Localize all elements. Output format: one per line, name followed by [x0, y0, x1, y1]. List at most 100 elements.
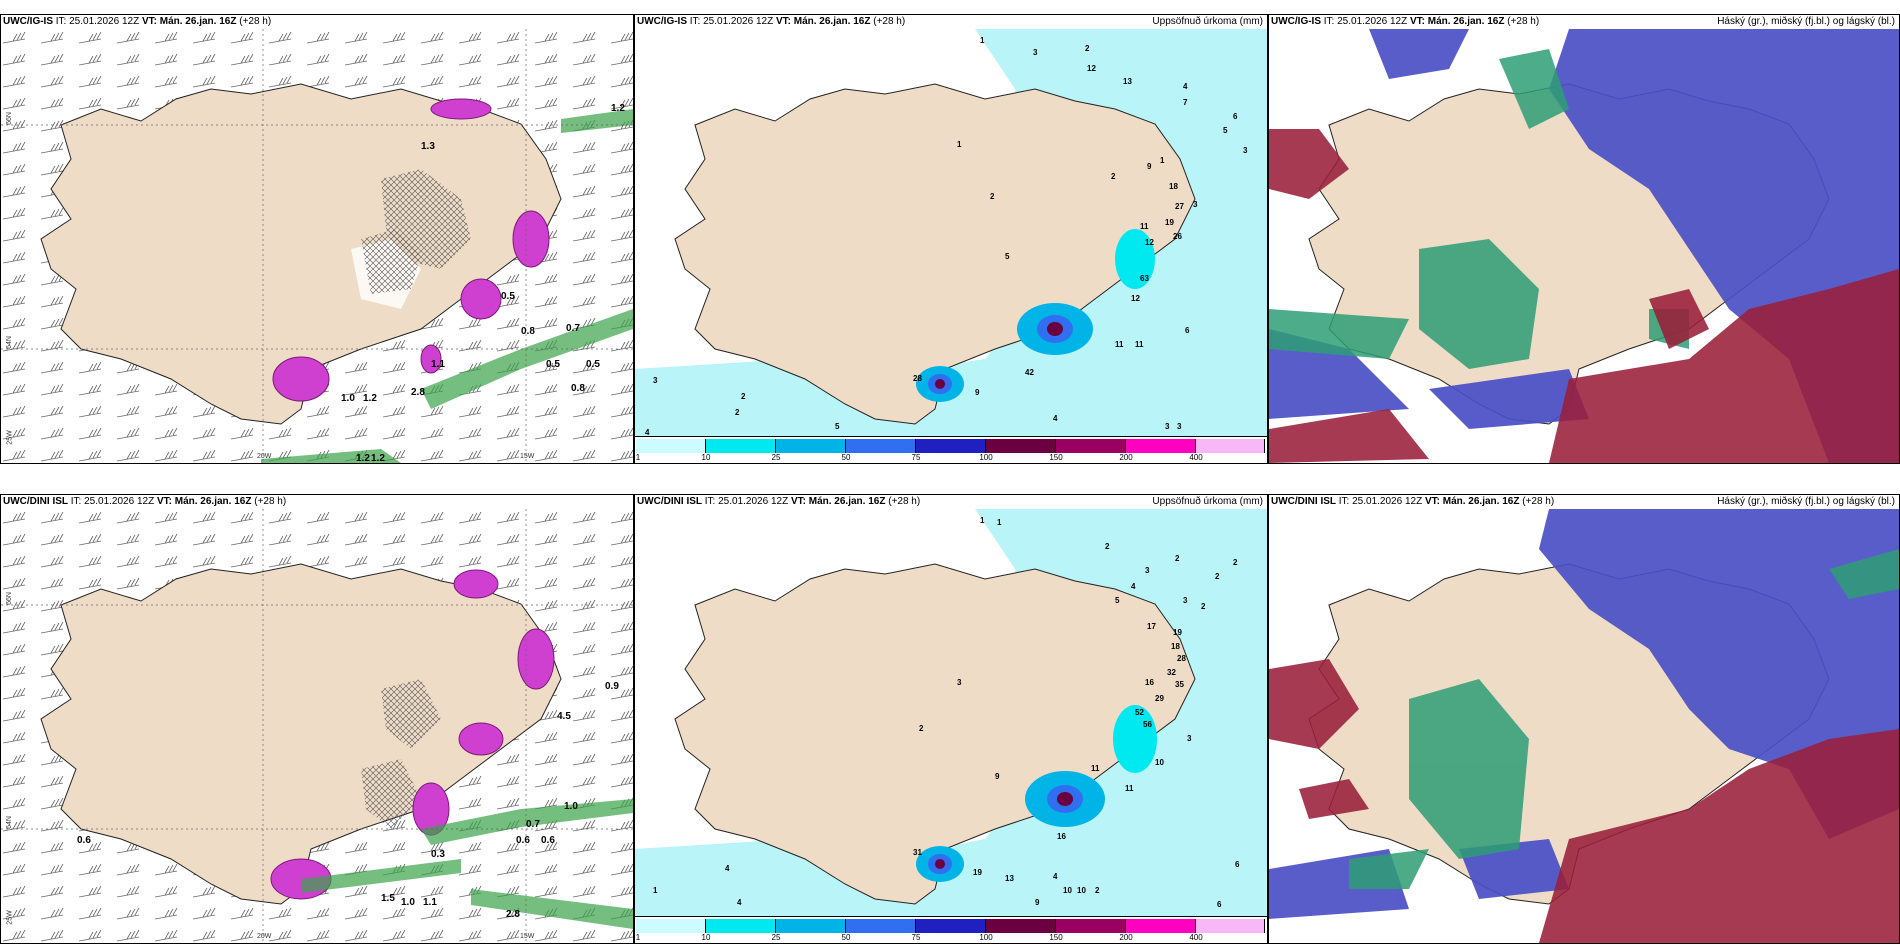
wind-value: 0.5 [501, 291, 515, 302]
precip-value: 2 [1085, 44, 1090, 53]
precip-value: 16 [1145, 678, 1154, 687]
valid-time: Mán. 26.jan. 16Z [808, 496, 886, 507]
wind-value: 1.3 [421, 141, 435, 152]
wind-value: 0.6 [77, 835, 91, 846]
lon-label: 20W [257, 453, 272, 460]
precip-magenta [272, 98, 550, 402]
precip-value: 31 [913, 848, 922, 857]
precip-value: 13 [1123, 77, 1132, 86]
wind-value: 0.7 [526, 819, 540, 830]
colorbar-segment [986, 439, 1056, 453]
colorbar-tick: 50 [841, 453, 851, 462]
colorbar-segment [706, 919, 776, 933]
precip-value: 3 [1243, 146, 1248, 155]
precip-value: 5 [1115, 596, 1120, 605]
precip-value: 4 [1183, 82, 1188, 91]
panel-precip-top: UWC/IG-IS IT: 25.01.2026 12Z VT: Mán. 26… [634, 14, 1268, 464]
valid-label: VT: [141, 16, 157, 27]
precip-value: 9 [975, 388, 980, 397]
precip-value: 3 [1145, 566, 1150, 575]
precip-intense [916, 705, 1157, 882]
lon-label: 15W [520, 933, 535, 940]
precip-value: 6 [1185, 326, 1190, 335]
wind-value: 0.3 [431, 849, 445, 860]
product-title: Háský (gr.), miðský (fj.bl.) og lágský (… [1717, 496, 1895, 507]
precip-value: 1 [997, 518, 1002, 527]
init-time: 25.01.2026 12Z [718, 496, 789, 507]
lat-label: 25W [6, 430, 14, 445]
precip-value: 17 [1147, 622, 1156, 631]
precip-value: 12 [1145, 238, 1154, 247]
precip-map-svg: 1 1 2 2 2 2 3 4 5 3 2 17 19 18 28 32 35 … [635, 509, 1267, 917]
init-time: 25.01.2026 12Z [1352, 496, 1423, 507]
high-cloud [1269, 129, 1899, 463]
high-cloud [1269, 659, 1899, 943]
wind-value: 1.0 [341, 393, 355, 404]
precip-value: 28 [1177, 654, 1186, 663]
precip-value: 6 [1235, 860, 1240, 869]
colorbar-segment [636, 919, 706, 933]
wind-map: 0.9 4.5 1.0 0.6 0.7 0.6 0.3 1.0 1.1 1.5 … [1, 509, 633, 943]
precip-value: 2 [990, 192, 995, 201]
product-title: Uppsöfnuð úrkoma (mm) [1152, 496, 1263, 507]
lead-time: (+28 h) [239, 16, 272, 27]
panel-header: UWC/IG-IS IT: 25.01.2026 12Z VT: Mán. 26… [1, 15, 633, 29]
valid-time: Mán. 26.jan. 16Z [1442, 496, 1520, 507]
colorbar-segment [776, 919, 846, 933]
panel-wind-top: UWC/IG-IS IT: 25.01.2026 12Z VT: Mán. 26… [0, 14, 634, 464]
panel-wind-bottom: UWC/DINI ISL IT: 25.01.2026 12Z VT: Mán.… [0, 494, 634, 944]
precip-value: 3 [1193, 200, 1198, 209]
valid-time: Mán. 26.jan. 16Z [159, 16, 237, 27]
lead-time: (+28 h) [888, 496, 921, 507]
wind-value: 0.8 [521, 326, 535, 337]
colorbar-tick: 10 [701, 933, 711, 942]
precip-value: 3 [957, 678, 962, 687]
valid-time: Mán. 26.jan. 16Z [174, 496, 252, 507]
precip-value: 3 [1177, 422, 1182, 431]
precip-value: 26 [1173, 232, 1182, 241]
precip-value: 63 [1140, 274, 1149, 283]
wind-map-svg: 1.2 0.8 0.7 0.5 0.5 0.8 1.1 1.0 1.2 2.8 … [1, 29, 633, 463]
mid-cloud [1269, 49, 1689, 369]
valid-label: VT: [156, 496, 172, 507]
cloud-map-svg [1269, 29, 1899, 463]
precip-value: 19 [973, 868, 982, 877]
precip-map-svg: 1 3 2 12 13 4 7 6 5 3 1 2 9 18 27 19 26 … [635, 29, 1267, 437]
colorbar-tick: 1 [635, 933, 641, 942]
iceland-landmass [40, 83, 562, 425]
colorbar-segment [706, 439, 776, 453]
precip-value: 4 [1053, 414, 1058, 423]
colorbar-tick: 75 [911, 933, 921, 942]
colorbar-segment [986, 919, 1056, 933]
wind-value: 1.2 [363, 393, 377, 404]
colorbar-segment [636, 439, 706, 453]
precip-intense [916, 229, 1155, 402]
precip-value: 2 [1201, 602, 1206, 611]
mid-cloud [1349, 549, 1899, 889]
wind-value: 1.2 [611, 103, 625, 114]
colorbar-segment [1126, 439, 1196, 453]
colorbar-tick: 400 [1189, 453, 1203, 462]
model-name: UWC/IG-IS [637, 16, 687, 27]
model-name: UWC/DINI ISL [1271, 496, 1336, 507]
colorbar-tick: 25 [771, 453, 781, 462]
precip-value: 1 [1160, 156, 1165, 165]
lat-label: 66N [5, 112, 13, 125]
colorbar-segment [1196, 439, 1265, 453]
colorbar-tick: 100 [979, 453, 993, 462]
precip-value: 1 [980, 516, 985, 525]
colorbar-segment [916, 919, 986, 933]
wind-value: 1.5 [381, 893, 395, 904]
lon-label: 15W [520, 453, 535, 460]
init-label: IT: [1323, 16, 1335, 27]
colorbar-tick: 75 [911, 453, 921, 462]
precip-colorbar: 1 10 25 50 75 100 150 200 400 [635, 436, 1267, 463]
precip-value: 11 [1115, 340, 1124, 349]
precip-value: 35 [1175, 680, 1184, 689]
wind-value: 0.9 [605, 681, 619, 692]
panel-precip-bottom: UWC/DINI ISL IT: 25.01.2026 12Z VT: Mán.… [634, 494, 1268, 944]
precip-value: 4 [737, 898, 742, 907]
wind-value: 0.7 [566, 323, 580, 334]
precip-value: 5 [1223, 126, 1228, 135]
precip-value: 18 [1171, 642, 1180, 651]
